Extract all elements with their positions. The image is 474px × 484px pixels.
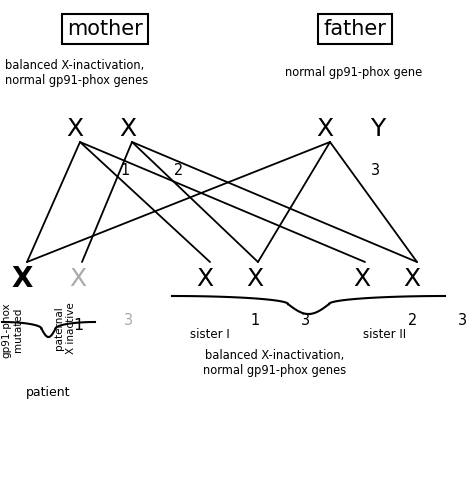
Text: mother: mother [67,19,143,39]
Text: X: X [354,267,371,291]
Text: 1: 1 [73,318,83,333]
Text: sister I: sister I [190,328,230,341]
Text: paternal
X inactive: paternal X inactive [54,302,76,354]
Text: X: X [119,117,137,141]
Text: 1: 1 [251,313,260,328]
Text: X: X [246,267,264,291]
Text: balanced X-inactivation,
normal gp91-phox genes: balanced X-inactivation, normal gp91-pho… [5,59,148,87]
Text: Y: Y [370,117,386,141]
Text: X: X [66,117,83,141]
Text: X: X [317,117,334,141]
Text: X: X [196,267,214,291]
Text: normal gp91-phox gene: normal gp91-phox gene [285,66,422,79]
Text: 3: 3 [371,163,380,178]
Text: X: X [11,265,33,293]
Text: 2: 2 [408,313,417,328]
Text: patient: patient [26,386,71,399]
Text: gp91-phox
mutated: gp91-phox mutated [1,302,23,358]
Text: X: X [403,267,420,291]
Text: balanced X-inactivation,
normal gp91-phox genes: balanced X-inactivation, normal gp91-pho… [203,349,346,377]
Text: 3: 3 [124,313,133,328]
Text: 2: 2 [174,163,183,178]
Text: 1: 1 [121,163,130,178]
Text: father: father [324,19,386,39]
Text: 3: 3 [301,313,310,328]
Text: sister II: sister II [364,328,407,341]
Text: X: X [69,267,87,291]
Text: 3: 3 [458,313,467,328]
